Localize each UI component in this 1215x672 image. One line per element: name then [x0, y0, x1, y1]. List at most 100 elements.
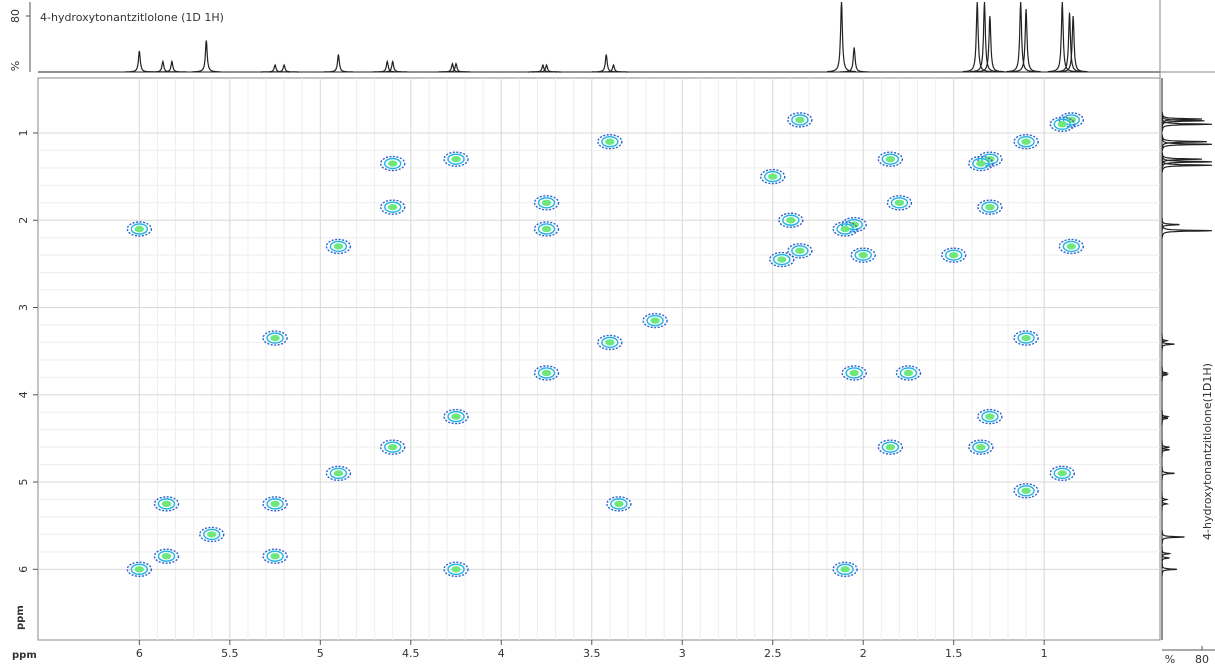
- contour-ring: [1013, 483, 1039, 499]
- contour-ring: [1062, 240, 1081, 253]
- contour-ring: [886, 195, 913, 211]
- top-tick-label: 80: [9, 9, 22, 23]
- contour-ring: [1021, 487, 1031, 494]
- x-tick-label: 4.5: [402, 647, 420, 660]
- cross-peak: [126, 221, 153, 237]
- contour-ring: [981, 410, 999, 423]
- contour-ring: [795, 116, 805, 124]
- cross-peak: [325, 465, 352, 482]
- spectrum-peak: [839, 47, 869, 73]
- contour-ring: [944, 249, 963, 261]
- x-tick-label: 4: [498, 647, 505, 660]
- contour-ring: [153, 548, 180, 564]
- contour-ring: [533, 221, 560, 237]
- contour-ring: [203, 528, 221, 541]
- contour-ring: [769, 251, 795, 268]
- spectrum-peak: [157, 59, 187, 73]
- spectrum-peak: [1161, 158, 1213, 173]
- contour-ring: [854, 249, 872, 261]
- spectrum-peak: [378, 59, 408, 73]
- contour-ring: [841, 216, 867, 233]
- x-tick-label: 6: [136, 647, 143, 660]
- spectrum-peak: [1047, 1, 1077, 73]
- cross-peak: [262, 496, 288, 512]
- spectrum-peak: [1161, 440, 1170, 455]
- cross-peak: [443, 561, 469, 578]
- cross-peak: [769, 251, 795, 268]
- y-tick-label: 6: [17, 566, 30, 573]
- contour-ring: [537, 223, 556, 235]
- contour-ring: [877, 151, 904, 167]
- y-tick-label: 5: [17, 479, 30, 486]
- cross-peak: [153, 548, 180, 564]
- spectrum-peak: [148, 59, 178, 73]
- contour-ring: [877, 439, 904, 455]
- spectrum-peak: [1161, 134, 1208, 149]
- spectrum-peak: [1161, 112, 1203, 127]
- cross-peak: [199, 526, 225, 543]
- contour-ring: [881, 441, 900, 453]
- spectrum-peak: [1161, 337, 1175, 352]
- contour-ring: [605, 339, 615, 346]
- contour-ring: [858, 251, 868, 259]
- spectrum-peak: [372, 59, 402, 73]
- contour-ring: [605, 138, 615, 145]
- cross-peak: [1049, 116, 1075, 132]
- cross-peak: [778, 212, 804, 228]
- spectrum-peak: [970, 1, 999, 73]
- contour-ring: [130, 563, 149, 576]
- y-tick-label: 1: [17, 129, 30, 136]
- cross-peak: [1049, 465, 1075, 482]
- contour-ring: [161, 553, 172, 560]
- spectrum-peak: [1161, 466, 1175, 481]
- contour-ring: [1049, 116, 1075, 132]
- contour-ring: [383, 157, 402, 170]
- contour-ring: [778, 212, 804, 228]
- contour-ring: [764, 170, 782, 183]
- contour-ring: [646, 314, 664, 327]
- spectrum-peak: [441, 62, 471, 73]
- spectrum-peak: [1161, 137, 1213, 152]
- spectrum-peak: [1161, 562, 1178, 577]
- cross-peak: [832, 221, 858, 237]
- spectrum-peak: [599, 63, 628, 73]
- spectrum-peak: [1058, 15, 1088, 73]
- spectrum-peak: [260, 63, 290, 73]
- contour-ring: [130, 223, 149, 235]
- contour-ring: [325, 238, 352, 255]
- cross-peak: [841, 365, 867, 381]
- contour-ring: [832, 561, 858, 578]
- contour-ring: [968, 439, 994, 455]
- contour-ring: [443, 151, 469, 167]
- cross-peak: [379, 439, 406, 455]
- contour-ring: [134, 566, 145, 573]
- contour-ring: [447, 563, 465, 576]
- contour-ring: [126, 561, 153, 578]
- contour-ring: [981, 201, 999, 213]
- x-tick-label: 1.5: [945, 647, 963, 660]
- contour-ring: [836, 563, 854, 576]
- contour-ring: [329, 467, 348, 480]
- contour-ring: [134, 225, 145, 233]
- contour-ring: [329, 240, 348, 253]
- spectrum-peak: [124, 50, 154, 73]
- x-tick-label: 1: [1041, 647, 1048, 660]
- cross-peak: [850, 247, 876, 263]
- contour-ring: [601, 136, 619, 148]
- contour-ring: [977, 408, 1003, 425]
- cross-peak: [787, 243, 813, 259]
- contour-ring: [1021, 138, 1031, 145]
- cross-peak: [262, 548, 288, 564]
- spectrum-peak: [1161, 409, 1170, 424]
- cross-peak: [940, 247, 967, 263]
- contour-ring: [157, 550, 176, 562]
- cross-peak: [1013, 134, 1039, 150]
- contour-ring: [1049, 465, 1075, 482]
- contour-ring: [642, 312, 668, 329]
- cross-peak: [379, 199, 406, 215]
- contour-ring: [387, 443, 398, 451]
- spectrum-peak: [1161, 442, 1170, 457]
- cross-peak: [262, 330, 288, 346]
- cross-peak: [597, 134, 623, 150]
- contour-ring: [985, 413, 995, 420]
